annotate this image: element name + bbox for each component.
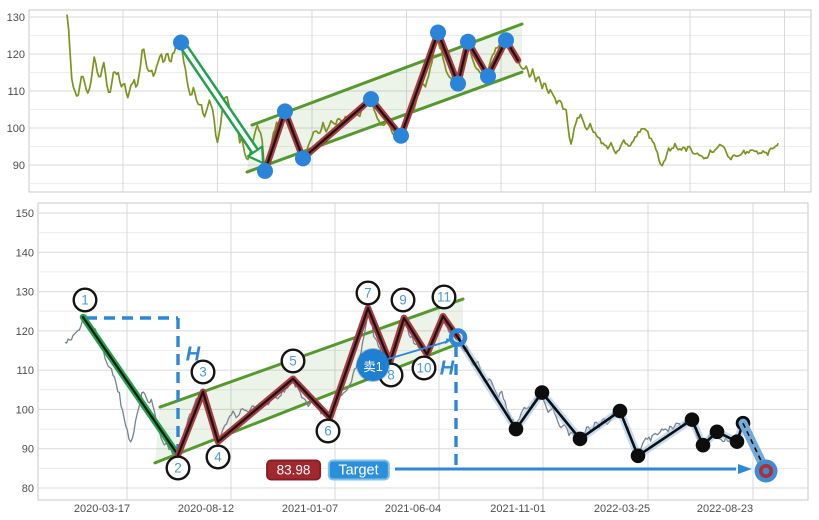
wave-number-10: 10 <box>416 361 431 376</box>
wave-number-6: 6 <box>324 424 332 439</box>
top-channel-line-lower <box>245 70 524 174</box>
bottom-channel-line-upper <box>158 297 465 409</box>
date-label: 2020-08-12 <box>178 503 234 515</box>
measured-height-label-right: H <box>439 357 455 380</box>
swing-dot <box>684 412 700 427</box>
top-ytick-label: 130 <box>7 12 25 24</box>
top-ytick-label: 90 <box>13 160 25 172</box>
swing-dot <box>508 421 524 437</box>
top-channel-line-upper <box>250 22 524 127</box>
top-pivot-dot <box>257 162 273 179</box>
top-pivot-dot <box>295 150 311 167</box>
top-pivot-dot <box>498 32 514 49</box>
bottom-zigzag-core <box>176 307 460 457</box>
top-ytick-label: 110 <box>7 86 25 98</box>
wave-number-9: 9 <box>399 293 407 308</box>
top-pivot-dot <box>173 34 189 51</box>
bottom-ytick-label: 110 <box>16 365 34 377</box>
sell-leader-line <box>387 340 449 360</box>
top-ytick-label: 100 <box>7 123 25 135</box>
wave1-line-core <box>81 316 180 457</box>
target-arrowhead <box>738 464 752 474</box>
bottom-channel-line-lower <box>153 340 465 465</box>
bottom-ytick-label: 80 <box>22 483 34 495</box>
swing-dot <box>534 385 550 400</box>
swing-dot <box>612 403 628 419</box>
swing-dot <box>695 437 711 453</box>
wave-circle-4 <box>205 444 231 470</box>
top-pivot-dot <box>393 127 409 144</box>
wave-circle-3 <box>190 359 216 385</box>
top-plot-border <box>28 9 812 193</box>
top-pivot-dot <box>480 68 496 85</box>
wave-number-7: 7 <box>364 286 372 301</box>
wave-number-8: 8 <box>387 368 395 383</box>
top-price-line <box>66 14 779 167</box>
wave-circle-1 <box>72 287 98 313</box>
wave-circle-5 <box>280 348 306 374</box>
date-label: 2021-01-07 <box>282 503 338 515</box>
top-pivot-dot <box>363 91 379 108</box>
bottom-ytick-label: 150 <box>16 208 34 220</box>
sell-ring-marker <box>448 328 468 347</box>
bottom-ytick-label: 100 <box>16 404 34 416</box>
top-pivot-dot <box>460 33 476 50</box>
swing-dot <box>572 431 588 447</box>
wave-number-2: 2 <box>174 461 182 476</box>
top-channel-fill <box>247 24 522 172</box>
top-pivot-dot <box>277 103 293 120</box>
target-marker-center <box>762 467 770 475</box>
date-label: 2020-03-17 <box>74 503 130 515</box>
wave-circle-7 <box>355 280 381 306</box>
impulse-arrow-shaft <box>179 41 257 153</box>
swing-dot <box>709 424 725 440</box>
top-pivot-dot <box>450 75 466 92</box>
target-price-badge[interactable]: 83.98 <box>265 459 322 481</box>
date-label: 2022-03-25 <box>594 503 650 515</box>
date-label: 2021-11-01 <box>490 503 545 515</box>
wave-number-1: 1 <box>81 293 89 308</box>
measured-height-label-left: H <box>185 343 201 366</box>
wave-number-4: 4 <box>214 450 222 465</box>
wave-number-3: 3 <box>199 365 207 380</box>
bottom-ytick-label: 140 <box>16 247 34 259</box>
swing-dot <box>729 434 745 449</box>
bottom-channel-fill <box>155 299 463 463</box>
date-label: 2022-08-23 <box>697 503 753 515</box>
target-button[interactable]: Target <box>327 459 390 481</box>
sell-signal-badge: 卖1 <box>357 349 389 381</box>
wave-number-11: 11 <box>437 290 451 305</box>
date-label: 2021-06-04 <box>385 503 441 515</box>
swing-dot <box>630 448 646 464</box>
wave-circle-9 <box>390 287 416 313</box>
wave-circle-10 <box>411 355 437 381</box>
top-pivot-dot <box>430 24 446 41</box>
top-ytick-label: 120 <box>7 49 25 61</box>
bottom-ytick-label: 90 <box>22 444 34 456</box>
bottom-ytick-label: 120 <box>16 326 34 338</box>
wave-circle-6 <box>315 418 341 444</box>
wave-number-5: 5 <box>289 354 297 369</box>
wave-circle-2 <box>165 455 191 481</box>
impulse-arrow-head <box>247 145 265 165</box>
bottom-ytick-label: 130 <box>16 287 34 299</box>
wave-circle-11 <box>431 284 457 310</box>
